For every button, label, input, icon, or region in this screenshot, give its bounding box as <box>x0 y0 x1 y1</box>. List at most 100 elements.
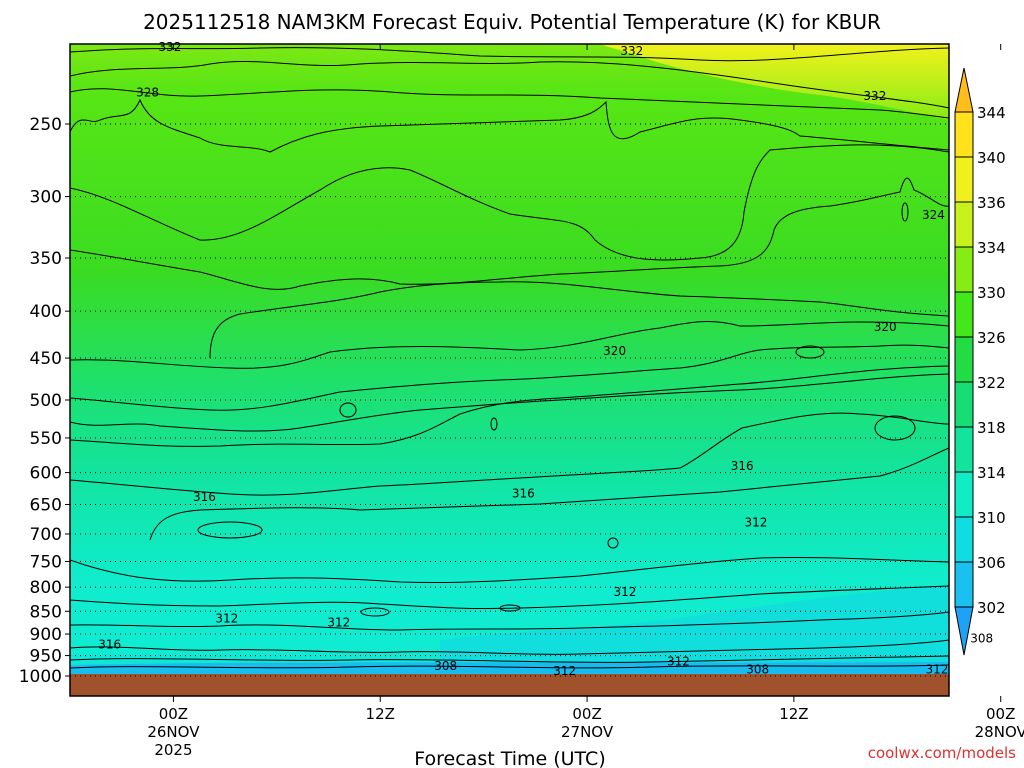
colorbar-bin <box>954 291 974 338</box>
y-tick-label: 550 <box>30 429 62 449</box>
warm-region-top-right <box>600 44 949 120</box>
colorbar-label: 334 <box>977 239 1006 257</box>
contour-closed <box>339 402 357 418</box>
contour-label: 312 <box>667 654 690 668</box>
colorbar-label: 344 <box>977 104 1006 122</box>
cool-region-lower <box>440 585 949 672</box>
contour-line <box>70 664 949 669</box>
x-tick-label: 12Z <box>779 705 808 723</box>
contour-line <box>209 281 949 359</box>
colorbar-bin <box>954 516 974 563</box>
colorbar: 302 306 310 314 318 322 326 330 334 336 340 344 <box>954 67 1006 656</box>
plot-frame <box>69 43 950 697</box>
x-tick-label: 28NOV <box>975 723 1024 741</box>
contour-label: 332 <box>863 89 886 103</box>
colorbar-bin <box>954 381 974 428</box>
plot-field <box>70 44 949 696</box>
contour-label: 312 <box>553 664 576 678</box>
ground-below-surface <box>70 674 949 696</box>
contour-line <box>70 321 949 369</box>
contour-label: 312 <box>745 515 768 529</box>
colorbar-bin <box>954 336 974 383</box>
contour-label: 312 <box>215 612 238 626</box>
contour-line <box>70 585 949 610</box>
y-tick-label: 500 <box>30 391 62 411</box>
contour-label: 316 <box>193 490 216 504</box>
y-tick-label: 950 <box>30 647 62 667</box>
x-tick-label: 00Z <box>159 705 188 723</box>
contour-label: 316 <box>512 486 535 500</box>
x-tick-label: 26NOV <box>147 723 200 741</box>
contour-closed <box>901 202 909 222</box>
colorbar-label: 318 <box>977 419 1006 437</box>
colorbar-label: 314 <box>977 464 1006 482</box>
x-tick-label: 2025 <box>154 741 192 759</box>
colorbar-label: 340 <box>977 149 1006 167</box>
x-tick-label: 12Z <box>366 705 395 723</box>
colorbar-bin <box>954 156 974 203</box>
colorbar-label: 326 <box>977 329 1006 347</box>
contour-line <box>70 412 949 496</box>
y-tick-label: 900 <box>30 625 62 645</box>
contour-line <box>70 47 949 62</box>
theta-e-field <box>70 44 949 696</box>
contour-line <box>70 556 949 584</box>
colorbar-bin <box>954 426 974 473</box>
contour-line <box>70 611 949 631</box>
contour-label: 316 <box>98 638 121 652</box>
contour-closed <box>360 607 390 617</box>
y-tick-label: 1000 <box>19 667 62 687</box>
contour-label: 312 <box>614 585 637 599</box>
contour-lines <box>70 47 949 669</box>
contour-line <box>70 344 949 411</box>
colorbar-bin <box>954 111 974 158</box>
contour-line <box>70 98 949 153</box>
contour-line <box>70 144 949 261</box>
y-tick-label: 350 <box>30 249 62 269</box>
contour-label: 312 <box>327 615 350 629</box>
contour-line <box>70 639 949 655</box>
colorbar-bin <box>954 561 974 608</box>
contour-label: 320 <box>603 344 626 358</box>
y-tick-label: 700 <box>30 525 62 545</box>
contour-closed <box>874 415 916 441</box>
contour-line <box>70 177 949 290</box>
y-tick-label: 300 <box>30 188 62 208</box>
colorbar-top-arrow <box>954 67 974 113</box>
contour-line <box>70 655 949 663</box>
colorbar-label: 322 <box>977 374 1006 392</box>
contour-label: 312 <box>925 663 948 677</box>
contour-line <box>70 60 949 109</box>
contour-closed <box>490 417 498 431</box>
colorbar-bin <box>954 471 974 518</box>
colorbar-bin <box>954 201 974 248</box>
contour-closed <box>197 521 263 539</box>
contour-label: 320 <box>874 320 897 334</box>
contour-labels: 332 332 332 328 324 320 320 316 316 316 312 312 312 3… <box>98 40 993 678</box>
cold-layer-surface <box>70 662 949 674</box>
colorbar-label: 330 <box>977 284 1006 302</box>
y-tick-label: 850 <box>30 602 62 622</box>
y-tick-label: 450 <box>30 349 62 369</box>
colorbar-label: 302 <box>977 599 1006 617</box>
y-tick-label: 750 <box>30 552 62 572</box>
y-tick-label: 650 <box>30 495 62 515</box>
contour-label: 324 <box>922 208 945 222</box>
x-tick-label: 00Z <box>986 705 1015 723</box>
contour-label: 328 <box>136 86 159 100</box>
colorbar-bin <box>954 246 974 293</box>
y-tick-label: 800 <box>30 578 62 598</box>
colorbar-label: 306 <box>977 554 1006 572</box>
contour-label: 332 <box>620 44 643 58</box>
x-axis-label: Forecast Time (UTC) <box>414 748 605 768</box>
contour-closed <box>607 537 619 549</box>
contour-label: 308 <box>970 631 993 645</box>
y-tick-label: 400 <box>30 302 62 322</box>
contour-label: 308 <box>746 663 769 677</box>
y-axis: 250 300 350 400 450 500 550 600 650 700 750 800 850 9… <box>19 115 70 687</box>
colorbar-bottom-arrow <box>954 606 974 656</box>
colorbar-label: 310 <box>977 509 1006 527</box>
contour-line <box>70 373 949 432</box>
